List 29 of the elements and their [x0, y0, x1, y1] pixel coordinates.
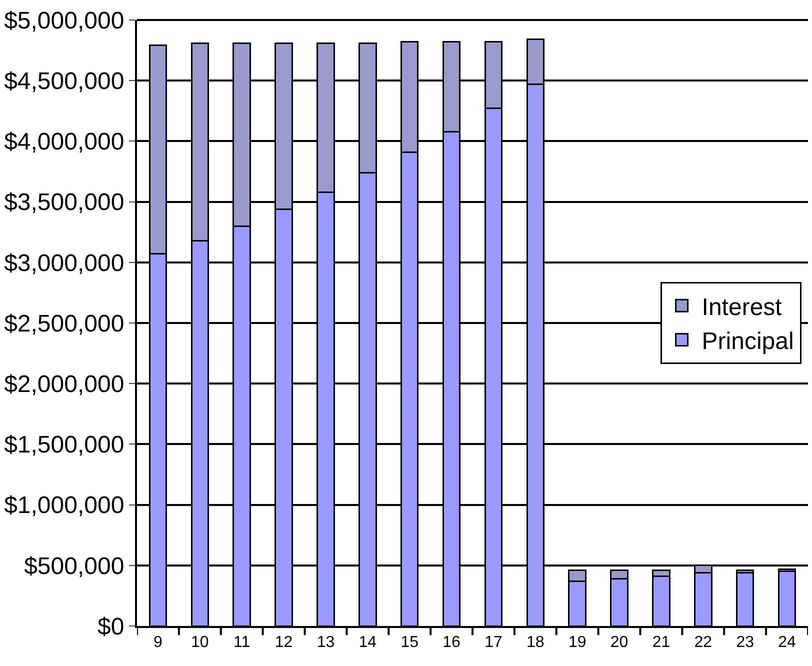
x-tick-label: 13	[316, 634, 335, 652]
y-tick-label: $4,000,000	[4, 128, 124, 156]
x-tick-label: 14	[358, 634, 377, 652]
x-tick-label: 19	[568, 634, 586, 652]
y-tick-label: $3,500,000	[4, 189, 124, 216]
y-tick-label: $500,000	[24, 552, 124, 580]
y-tick-label: $2,500,000	[4, 310, 124, 338]
x-tick-label: 16	[442, 634, 461, 652]
y-tick-label: $1,000,000	[4, 492, 124, 520]
x-tick-label: 20	[610, 634, 628, 652]
y-tick-label: $1,500,000	[4, 432, 124, 459]
y-tick-label: $3,000,000	[4, 250, 124, 277]
x-tick-label: 22	[694, 634, 712, 652]
y-tick-label: $0	[97, 613, 124, 640]
x-tick-label: 10	[191, 634, 209, 652]
x-tick-label: 11	[234, 634, 250, 652]
x-tick-label: 18	[526, 634, 544, 652]
y-tick-label: $2,000,000	[4, 371, 124, 398]
y-tick-label: $4,500,000	[4, 68, 124, 95]
legend-label: Principal	[702, 328, 794, 356]
x-tick-label: 23	[736, 634, 754, 652]
x-tick-label: 12	[274, 634, 293, 652]
x-tick-label: 24	[778, 634, 796, 652]
y-tick-label: $5,000,000	[4, 7, 124, 34]
legend-label: Interest	[702, 294, 782, 321]
x-tick-label: 15	[400, 634, 419, 652]
x-tick-label: 17	[484, 634, 502, 652]
x-tick-label: 21	[652, 634, 670, 652]
x-tick-label: 9	[154, 634, 163, 652]
